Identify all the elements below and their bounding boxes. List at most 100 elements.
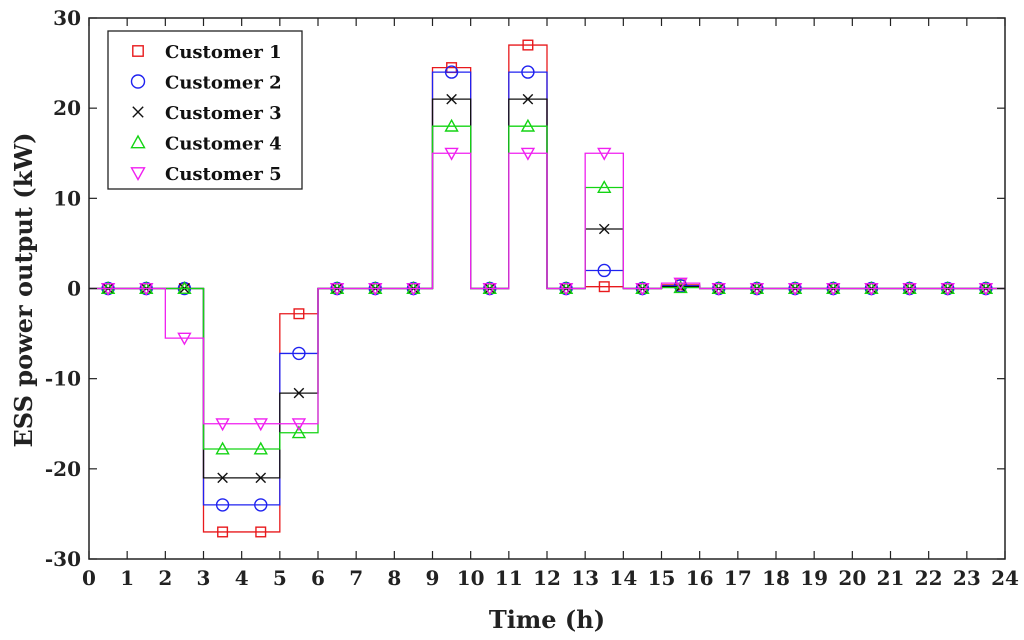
x-tick-label: 8 <box>387 566 401 590</box>
data-point-triangle-down <box>291 418 307 432</box>
data-point-triangle-down <box>787 283 803 296</box>
data-point-square <box>598 281 610 293</box>
legend-entry: Customer 4 <box>130 134 282 155</box>
data-point-x <box>522 93 534 105</box>
x-tick-label: 3 <box>197 566 211 590</box>
x-tick-label: 1 <box>120 566 134 590</box>
legend-label: Customer 3 <box>165 103 282 124</box>
x-tick-label: 10 <box>457 566 485 590</box>
y-tick-label: 10 <box>53 186 81 210</box>
data-point-square <box>293 308 305 320</box>
x-tick-label: 13 <box>571 566 599 590</box>
data-point-circle <box>130 74 146 89</box>
data-point-triangle-up <box>215 441 230 455</box>
data-point-triangle-up <box>597 180 612 194</box>
data-point-triangle-down <box>864 283 879 296</box>
series-5 <box>89 147 1005 432</box>
legend-entry: Customer 3 <box>132 103 282 124</box>
data-point-x <box>293 387 305 399</box>
x-axis-title: Time (h) <box>489 605 605 634</box>
data-point-triangle-up <box>177 281 192 294</box>
data-point-triangle-down <box>177 332 192 346</box>
x-tick-label: 22 <box>915 566 943 590</box>
x-tick-label: 5 <box>273 566 287 590</box>
data-point-triangle-up <box>444 118 459 132</box>
data-point-triangle-down <box>444 147 459 161</box>
data-point-triangle-down <box>749 283 765 296</box>
data-point-triangle-up <box>291 425 307 439</box>
y-axis-title: ESS power output (kW) <box>9 132 38 447</box>
data-point-triangle-down <box>406 283 421 296</box>
data-point-circle <box>597 263 611 278</box>
x-tick-label: 4 <box>235 566 249 590</box>
data-point-triangle-down <box>635 283 650 296</box>
data-point-triangle-down <box>482 283 497 296</box>
data-point-circle <box>444 65 459 79</box>
y-tick-label: 30 <box>53 6 81 30</box>
legend-entry: Customer 1 <box>132 42 282 63</box>
x-tick-label: 23 <box>953 566 981 590</box>
data-point-triangle-down <box>368 283 383 296</box>
data-point-triangle-up <box>130 134 146 149</box>
y-tick-label: -30 <box>45 547 81 571</box>
y-tick-label: -10 <box>45 367 81 391</box>
x-tick-label: 2 <box>158 566 172 590</box>
x-tick-label: 9 <box>426 566 440 590</box>
x-tick-label: 15 <box>648 566 676 590</box>
legend-entry: Customer 2 <box>130 73 282 94</box>
legend-label: Customer 4 <box>165 134 282 155</box>
series-layer <box>89 39 1005 538</box>
x-tick-label: 21 <box>877 566 905 590</box>
data-point-triangle-down <box>597 147 612 161</box>
data-point-triangle-down <box>558 283 574 296</box>
data-point-triangle-up <box>673 280 688 294</box>
data-point-triangle-up <box>253 441 268 455</box>
data-point-x <box>132 106 144 118</box>
y-tick-label: 0 <box>67 277 81 301</box>
data-point-circle <box>292 346 306 361</box>
data-point-triangle-down <box>902 283 917 296</box>
data-point-square <box>522 39 534 51</box>
x-tick-label: 0 <box>82 566 96 590</box>
data-point-x <box>217 472 228 484</box>
x-tick-label: 11 <box>495 566 523 590</box>
x-tick-label: 20 <box>838 566 866 590</box>
x-tick-label: 17 <box>724 566 752 590</box>
legend-label: Customer 5 <box>165 164 282 185</box>
data-point-circle <box>521 65 535 79</box>
data-point-square <box>217 526 229 538</box>
legend-label: Customer 2 <box>165 73 282 94</box>
data-point-circle <box>215 498 230 512</box>
x-tick-label: 7 <box>349 566 363 590</box>
x-tick-label: 24 <box>991 566 1019 590</box>
data-point-triangle-down <box>711 283 726 296</box>
data-point-triangle-up <box>520 118 536 132</box>
data-point-triangle-down <box>100 283 116 296</box>
data-point-square <box>255 526 267 538</box>
y-tick-label: 20 <box>53 96 81 120</box>
data-point-x <box>255 472 267 484</box>
x-tick-label: 19 <box>800 566 828 590</box>
axes-layer: 0 1 2 3 4 5 6 7 8 9 10 11 12 13 14 15 16 17 18 19 20 21 22 23 24… <box>45 6 1019 590</box>
data-point-triangle-down <box>978 283 994 296</box>
x-tick-label: 16 <box>686 566 714 590</box>
data-point-triangle-down <box>253 418 268 432</box>
data-point-triangle-down <box>940 283 955 296</box>
data-point-triangle-down <box>329 283 345 296</box>
data-point-circle <box>254 498 268 512</box>
data-point-triangle-down <box>139 283 154 296</box>
data-point-triangle-down <box>520 147 536 161</box>
legend: Customer 1 Customer 2 Customer 3 Customer 4… <box>107 30 303 190</box>
data-point-x <box>446 93 457 105</box>
x-tick-label: 14 <box>609 566 637 590</box>
data-point-square <box>132 45 144 57</box>
x-tick-label: 18 <box>762 566 790 590</box>
y-tick-label: -20 <box>45 457 81 481</box>
data-point-triangle-down <box>826 283 841 296</box>
legend-entry: Customer 5 <box>130 164 282 185</box>
data-point-triangle-down <box>673 277 688 291</box>
data-point-x <box>598 223 610 235</box>
data-point-triangle-down <box>130 167 146 181</box>
data-point-triangle-down <box>215 418 230 432</box>
